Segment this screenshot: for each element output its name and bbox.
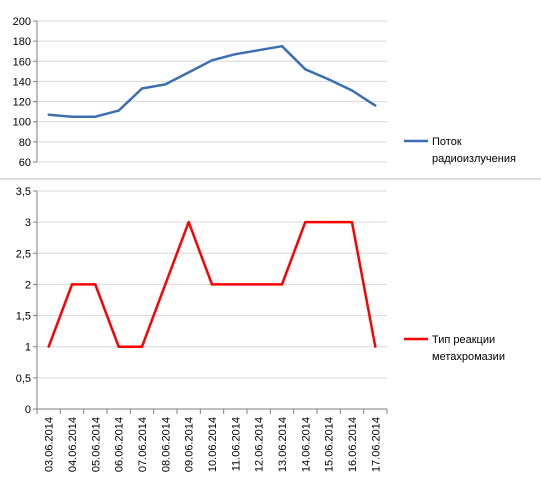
y-tick-label: 200 — [13, 16, 31, 28]
y-tick-label: 0,5 — [16, 373, 31, 385]
x-tick-label: 05.06.2014 — [90, 417, 102, 472]
data-point — [117, 109, 120, 112]
data-point — [280, 283, 284, 286]
data-point — [187, 71, 190, 74]
data-point — [257, 49, 260, 52]
legend-label: Тип реакции — [432, 334, 495, 346]
y-tick-label: 160 — [13, 56, 31, 68]
x-tick-label: 13.06.2014 — [277, 417, 289, 472]
data-point — [257, 283, 260, 286]
data-point — [234, 283, 237, 286]
y-tick-label: 60 — [19, 157, 31, 169]
x-tick-label: 15.06.2014 — [324, 417, 336, 472]
data-point — [304, 68, 307, 71]
y-tick-label: 140 — [13, 76, 31, 88]
data-point — [350, 89, 354, 92]
y-tick-label: 1,5 — [16, 311, 31, 323]
y-tick-label: 80 — [19, 137, 31, 149]
x-tick-label: 17.06.2014 — [370, 417, 382, 472]
legend-label: метахромазии — [432, 351, 505, 363]
data-point — [70, 283, 74, 286]
y-tick-label: 120 — [13, 97, 31, 109]
y-tick-label: 100 — [13, 117, 31, 129]
legend-label: радиоизлучения — [432, 153, 516, 165]
y-tick-label: 3 — [25, 217, 31, 229]
data-point — [327, 78, 330, 81]
x-tick-label: 16.06.2014 — [347, 417, 359, 472]
data-point — [327, 220, 330, 224]
data-point — [280, 44, 284, 48]
data-point — [374, 345, 377, 348]
data-point — [94, 115, 97, 118]
x-tick-label: 04.06.2014 — [67, 417, 79, 472]
x-tick-label: 07.06.2014 — [137, 417, 149, 472]
y-tick-label: 3,5 — [16, 186, 31, 198]
x-tick-label: 14.06.2014 — [300, 417, 312, 472]
y-tick-label: 180 — [13, 36, 31, 48]
legend-label: Поток — [432, 136, 462, 148]
radio-flux-chart: 60 80 100 120 140 160 180 200 Поток радиоизлучени… — [13, 16, 516, 169]
y-tick-label: 2,5 — [16, 248, 31, 260]
data-point — [234, 53, 237, 56]
data-point — [94, 283, 97, 286]
data-point — [210, 283, 214, 286]
data-point — [47, 345, 50, 348]
x-tick-label: 10.06.2014 — [207, 417, 219, 472]
data-point — [140, 87, 144, 90]
data-point — [350, 220, 354, 224]
data-point — [187, 220, 190, 224]
data-point — [164, 283, 167, 286]
data-point — [47, 113, 50, 116]
data-point — [70, 115, 74, 118]
data-point — [140, 345, 144, 348]
x-tick-label: 11.06.2014 — [230, 417, 242, 471]
x-tick-label: 03.06.2014 — [44, 417, 56, 472]
y-tick-label: 1 — [25, 342, 31, 354]
data-point — [164, 83, 167, 86]
y-tick-label: 0 — [25, 404, 31, 416]
data-point — [117, 345, 120, 348]
metachromasia-chart: 0 0,5 1 1,5 2 2,5 3 3,5 03.06.2014 04.06.2014 05.0… — [16, 186, 505, 472]
data-point — [374, 104, 377, 107]
x-tick-label: 06.06.2014 — [114, 417, 126, 472]
x-tick-label: 12.06.2014 — [254, 417, 266, 472]
x-tick-label: 08.06.2014 — [160, 417, 172, 472]
data-point — [210, 59, 214, 62]
y-tick-label: 2 — [25, 279, 31, 291]
x-tick-label: 09.06.2014 — [184, 417, 196, 472]
data-point — [304, 220, 307, 224]
